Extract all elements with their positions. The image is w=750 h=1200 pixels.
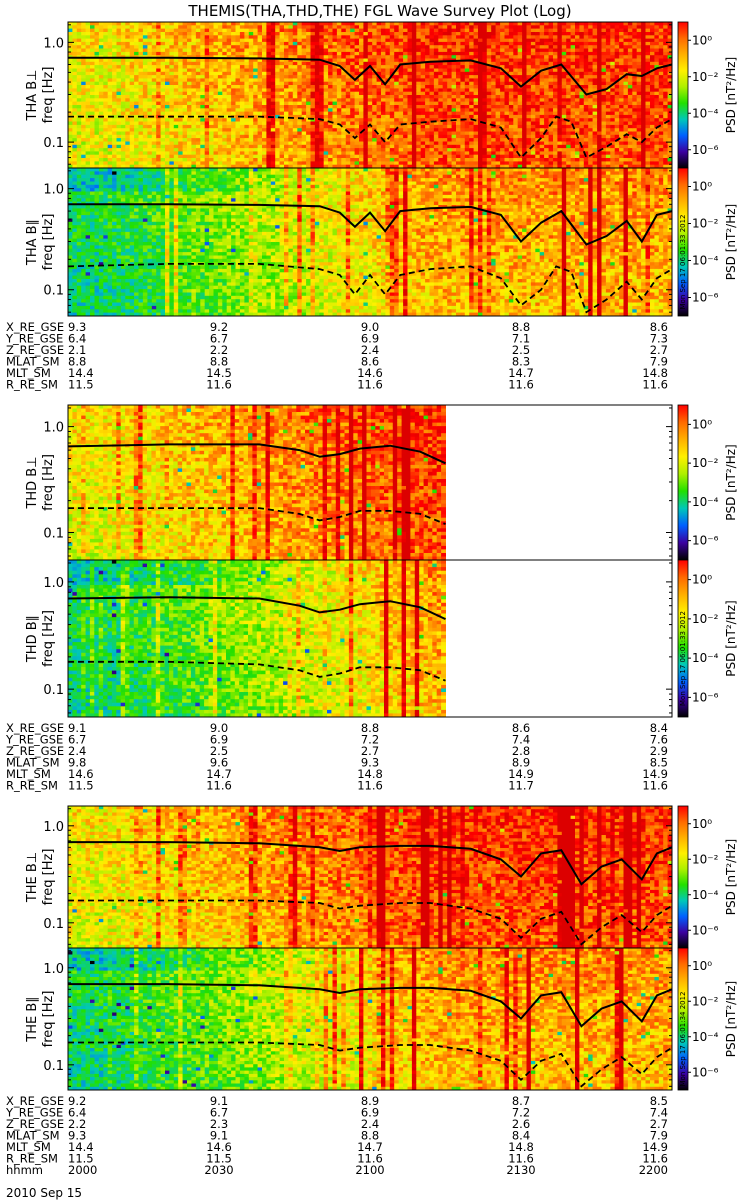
y-tick-label: 0.1 <box>43 917 64 932</box>
y-axis-label: freq [Hz] <box>41 991 56 1048</box>
ephemeris-value: 11.6 <box>508 378 534 392</box>
colorbar-tick-label: 10⁻⁴ <box>692 106 719 120</box>
spectrogram-cells <box>68 405 446 561</box>
panel-label: THA B∥ <box>25 219 40 266</box>
panel-label: THE B⊥ <box>25 852 40 903</box>
colorbar: 10⁰ 10⁻² 10⁻⁴ 10⁻⁶ PSD [nT²/Hz] <box>678 22 738 168</box>
x-tick-label: 2000 <box>68 1163 97 1177</box>
colorbar-tick-label: 10⁻⁶ <box>692 923 719 937</box>
y-axis-label: freq [Hz] <box>41 610 56 667</box>
colorbar-tick-label: 10⁻⁴ <box>692 495 719 509</box>
colorbar-tick-label: 10⁻⁶ <box>692 291 719 305</box>
ephemeris-value: 11.7 <box>508 779 534 793</box>
ephemeris-value: 11.6 <box>206 779 232 793</box>
colorbar: 10⁰ 10⁻² 10⁻⁴ 10⁻⁶ PSD [nT²/Hz] <box>678 405 738 560</box>
colorbar-label: PSD [nT²/Hz] <box>724 839 738 915</box>
ephemeris-value: 11.6 <box>357 779 383 793</box>
y-tick-label: 1.0 <box>43 36 64 51</box>
ephemeris-value: 11.5 <box>68 378 94 392</box>
ephemeris-value: 11.6 <box>206 378 232 392</box>
colorbar-tick-label: 10⁰ <box>692 959 712 973</box>
colorbar-label: PSD [nT²/Hz] <box>724 600 738 676</box>
colorbar-tick-label: 10⁰ <box>692 33 712 47</box>
colorbar-tick-label: 10⁻⁴ <box>692 254 719 268</box>
colorbar-tick-label: 10⁻² <box>692 612 719 626</box>
spectrogram-panel-thd-bperp: 1.0 0.1 THD B⊥ freq [Hz] 10⁰ 10⁻² 10⁻⁴ 10⁻⁶ PSD … <box>25 405 738 561</box>
colorbar-label: PSD [nT²/Hz] <box>724 57 738 133</box>
y-tick-label: 1.0 <box>43 183 64 198</box>
ephemeris-thd: X_RE_GSE 9.1 9.0 8.8 8.6 8.4Y_RE_GSE 6.7 6.9 7.2… <box>5 721 668 793</box>
date-label: 2010 Sep 15 <box>6 1186 82 1200</box>
spectrogram-cells <box>68 560 446 718</box>
colorbar-label: PSD [nT²/Hz] <box>724 204 738 280</box>
colorbar-tick-label: 10⁻² <box>692 852 719 866</box>
colorbar-tick-label: 10⁰ <box>692 417 712 431</box>
spectrogram-cells <box>68 948 673 1091</box>
timestamp-label: Mon Sep 17 06:01:34 2012 <box>679 991 687 1086</box>
figure-title: THEMIS(THA,THD,THE) FGL Wave Survey Plot… <box>187 2 571 20</box>
x-tick-label: 2130 <box>506 1163 535 1177</box>
colorbar-tick-label: 10⁻² <box>692 456 719 470</box>
ephemeris-value: 11.6 <box>642 779 668 793</box>
panel-label: THA B⊥ <box>25 70 40 122</box>
colorbar-tick-label: 10⁻⁴ <box>692 651 719 665</box>
y-tick-label: 1.0 <box>43 421 64 436</box>
colorbar: 10⁰ 10⁻² 10⁻⁴ 10⁻⁶ PSD [nT²/Hz] <box>678 806 738 948</box>
spectrogram-cells <box>68 806 673 949</box>
y-tick-label: 1.0 <box>43 962 64 977</box>
ephemeris-value: 11.6 <box>357 378 383 392</box>
colorbar-tick-label: 10⁻² <box>692 994 719 1008</box>
panel-label: THD B∥ <box>25 615 40 663</box>
colorbar-tick-label: 10⁰ <box>692 817 712 831</box>
x-tick-label: 2200 <box>639 1163 668 1177</box>
x-tick-label: 2100 <box>355 1163 384 1177</box>
colorbar-tick-label: 10⁻⁶ <box>692 1065 719 1079</box>
colorbar-tick-label: 10⁰ <box>692 573 712 587</box>
colorbar: 10⁰ 10⁻² 10⁻⁴ 10⁻⁶ PSD [nT²/Hz] Mon Sep 17 06… <box>678 560 738 717</box>
x-tick-label: 2030 <box>204 1163 233 1177</box>
colorbar-label: PSD [nT²/Hz] <box>724 444 738 520</box>
ephemeris-tha: X_RE_GSE 9.3 9.2 9.0 8.8 8.6Y_RE_GSE 6.4 6.7 6.9… <box>5 320 668 392</box>
spectrogram-panel-tha-bpar: 1.0 0.1 THA B∥ freq [Hz] 10⁰ 10⁻² 10⁻⁴ 10⁻⁶ PSD … <box>25 168 738 317</box>
colorbar-tick-label: 10⁻² <box>692 217 719 231</box>
colorbar-tick-label: 10⁻⁴ <box>692 1030 719 1044</box>
ephemeris-value: 11.5 <box>68 779 94 793</box>
ephemeris-value: 11.6 <box>642 378 668 392</box>
y-tick-label: 0.1 <box>43 284 64 299</box>
spectrogram-panel-the-bpar: 1.0 0.1 THE B∥ freq [Hz] 10⁰ 10⁻² 10⁻⁴ 10⁻⁶ PSD … <box>25 948 738 1091</box>
wave-survey-figure: THEMIS(THA,THD,THE) FGL Wave Survey Plot… <box>0 0 750 1200</box>
colorbar-tick-label: 10⁻⁴ <box>692 888 719 902</box>
colorbar-tick-label: 10⁻² <box>692 70 719 84</box>
colorbar-tick-label: 10⁻⁶ <box>692 143 719 157</box>
panel-label: THE B∥ <box>25 996 40 1042</box>
y-tick-label: 0.1 <box>43 1059 64 1074</box>
y-tick-label: 0.1 <box>43 683 64 698</box>
y-axis-label: freq [Hz] <box>41 67 56 124</box>
spectrogram-panel-thd-bpar: 1.0 0.1 THD B∥ freq [Hz] 10⁰ 10⁻² 10⁻⁴ 10⁻⁶ PSD … <box>25 560 738 718</box>
ephemeris-row-label: R_RE_SM <box>6 378 58 392</box>
timestamp-label: Mon Sep 17 06:01:33 2012 <box>679 611 687 706</box>
ephemeris-the: X_RE_GSE 9.2 9.1 8.9 8.7 8.5Y_RE_GSE 6.4 6.7 6.9… <box>5 1094 668 1166</box>
colorbar-tick-label: 10⁰ <box>692 180 712 194</box>
colorbar: 10⁰ 10⁻² 10⁻⁴ 10⁻⁶ PSD [nT²/Hz] Mon Sep 17 06… <box>678 948 738 1090</box>
y-axis-label: freq [Hz] <box>41 454 56 511</box>
hhmm-label: hhmm <box>6 1163 43 1177</box>
colorbar-tick-label: 10⁻⁶ <box>692 534 719 548</box>
y-axis-label: freq [Hz] <box>41 849 56 906</box>
ephemeris-row-label: R_RE_SM <box>6 779 58 793</box>
panel-label: THD B⊥ <box>25 456 40 509</box>
time-axis: hhmm 2000 2030 2100 2130 2200 <box>6 1163 668 1177</box>
spectrogram-cells <box>68 168 673 317</box>
colorbar-tick-label: 10⁻⁶ <box>692 690 719 704</box>
y-axis-label: freq [Hz] <box>41 214 56 271</box>
colorbar: 10⁰ 10⁻² 10⁻⁴ 10⁻⁶ PSD [nT²/Hz] Mon Sep 17 06… <box>678 168 738 316</box>
y-tick-label: 1.0 <box>43 820 64 835</box>
colorbar-label: PSD [nT²/Hz] <box>724 981 738 1057</box>
y-tick-label: 0.1 <box>43 136 64 151</box>
y-tick-label: 1.0 <box>43 576 64 591</box>
y-tick-label: 0.1 <box>43 527 64 542</box>
timestamp-label: Mon Sep 17 06:01:33 2012 <box>679 214 687 309</box>
